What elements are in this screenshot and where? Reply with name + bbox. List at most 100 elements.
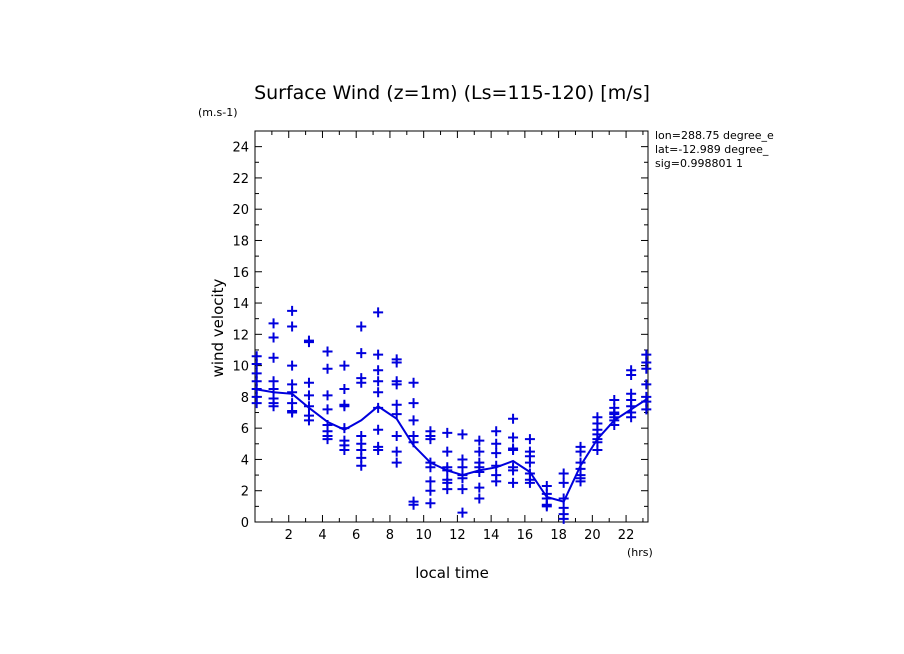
info-line-lon: lon=288.75 degree_e: [655, 129, 774, 142]
info-line-lat: lat=-12.989 degree_: [655, 143, 769, 156]
data-point: [508, 465, 519, 476]
y-tick-label: 14: [232, 297, 249, 312]
data-point: [251, 359, 262, 370]
y-tick-label: 2: [241, 485, 249, 500]
data-point: [408, 377, 419, 388]
data-point: [626, 369, 637, 380]
data-point: [287, 387, 298, 398]
data-point: [425, 476, 436, 487]
data-point: [442, 427, 453, 438]
data-point: [373, 387, 384, 398]
data-point: [491, 438, 502, 449]
data-point: [442, 484, 453, 495]
data-point: [303, 377, 314, 388]
data-point: [391, 357, 402, 368]
data-points: [251, 305, 652, 524]
data-point: [425, 462, 436, 473]
data-point: [442, 446, 453, 457]
data-point: [373, 349, 384, 360]
y-tick-label: 24: [232, 141, 249, 156]
x-tick-label: 14: [483, 528, 500, 543]
data-point: [391, 379, 402, 390]
data-point: [508, 413, 519, 424]
data-point: [391, 430, 402, 441]
x-unit-label: (hrs): [627, 546, 653, 559]
data-point: [491, 448, 502, 459]
x-tick-label: 6: [352, 528, 360, 543]
data-point: [373, 402, 384, 413]
data-point: [287, 407, 298, 418]
data-point: [322, 404, 333, 415]
data-point: [356, 348, 367, 359]
data-point: [541, 501, 552, 512]
data-point: [558, 468, 569, 479]
data-point: [268, 332, 279, 343]
y-axis-label: wind velocity: [209, 278, 227, 377]
data-point: [339, 445, 350, 456]
y-unit-label: (m.s-1): [198, 106, 238, 119]
data-point: [558, 493, 569, 504]
x-axis-label: local time: [415, 564, 489, 582]
data-point: [251, 398, 262, 409]
data-point: [356, 377, 367, 388]
data-point: [322, 390, 333, 401]
data-point: [457, 473, 468, 484]
data-point: [558, 477, 569, 488]
data-point: [408, 398, 419, 409]
data-point: [373, 445, 384, 456]
data-point: [575, 476, 586, 487]
data-point: [356, 460, 367, 471]
data-point: [287, 321, 298, 332]
y-tick-label: 10: [232, 360, 249, 375]
data-point: [322, 434, 333, 445]
data-point: [268, 384, 279, 395]
info-box: lon=288.75 degree_e lat=-12.989 degree_ …: [655, 129, 774, 170]
data-point: [425, 434, 436, 445]
x-tick-label: 18: [550, 528, 567, 543]
data-point: [474, 446, 485, 457]
data-point: [408, 415, 419, 426]
x-tick-label: 2: [285, 528, 293, 543]
data-point: [268, 318, 279, 329]
info-line-sig: sig=0.998801 1: [655, 157, 743, 170]
x-tick-label: 22: [618, 528, 635, 543]
data-point: [339, 384, 350, 395]
data-point: [356, 321, 367, 332]
data-point: [408, 499, 419, 510]
y-tick-label: 8: [241, 391, 249, 406]
data-point: [508, 445, 519, 456]
data-point: [391, 409, 402, 420]
data-point: [391, 457, 402, 468]
data-point: [457, 484, 468, 495]
chart-title: Surface Wind (z=1m) (Ls=115-120) [m/s]: [254, 82, 650, 104]
data-point: [391, 446, 402, 457]
data-point: [391, 399, 402, 410]
data-point: [641, 404, 652, 415]
data-point: [425, 498, 436, 509]
data-point: [373, 365, 384, 376]
data-point: [524, 477, 535, 488]
data-point: [303, 415, 314, 426]
data-point: [508, 477, 519, 488]
data-point: [373, 307, 384, 318]
y-tick-label: 16: [232, 266, 249, 281]
data-point: [322, 346, 333, 357]
y-tick-label: 20: [232, 203, 249, 218]
data-point: [425, 485, 436, 496]
data-point: [508, 432, 519, 443]
x-tick-label: 8: [386, 528, 394, 543]
data-point: [408, 437, 419, 448]
data-point: [457, 429, 468, 440]
data-point: [474, 466, 485, 477]
data-point: [558, 513, 569, 524]
data-point: [287, 360, 298, 371]
data-point: [287, 305, 298, 316]
data-point: [575, 446, 586, 457]
plot-frame: [254, 130, 649, 523]
data-point: [339, 360, 350, 371]
data-point: [474, 493, 485, 504]
data-point: [442, 465, 453, 476]
data-point: [641, 363, 652, 374]
